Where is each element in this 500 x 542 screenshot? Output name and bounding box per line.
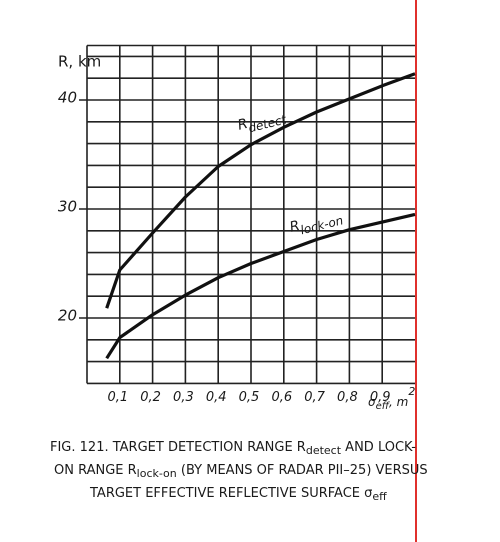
series-line bbox=[105, 72, 416, 309]
series-line bbox=[105, 212, 416, 360]
curve-label-sub: detect bbox=[247, 112, 289, 135]
caption-line: ON RANGE Rlock-on (BY MEANS OF RADAR PII… bbox=[54, 463, 428, 481]
caption-part: eff bbox=[372, 490, 387, 503]
x-axis-label-part: 2 bbox=[408, 385, 415, 398]
caption-line: FIG. 121. TARGET DETECTION RANGE Rdetect… bbox=[50, 440, 416, 458]
y-tick-label: 20 bbox=[58, 307, 77, 325]
caption-part: lock-on bbox=[137, 467, 177, 480]
x-tick-label: 0,7 bbox=[304, 390, 325, 405]
x-tick-label: 0,2 bbox=[140, 390, 161, 405]
caption-line: TARGET EFFECTIVE REFLECTIVE SURFACE σeff bbox=[89, 486, 387, 504]
x-axis-label-part: , m bbox=[389, 395, 408, 409]
caption-part: detect bbox=[306, 444, 342, 457]
x-tick-label: 0,8 bbox=[337, 390, 358, 405]
x-axis-label-part: σ bbox=[368, 395, 376, 409]
curve-label-main: R bbox=[236, 116, 249, 134]
x-tick-label: 0,6 bbox=[271, 390, 292, 405]
caption-part: AND LOCK- bbox=[341, 440, 416, 455]
curve-label-main: R bbox=[288, 218, 301, 236]
x-tick-label: 0,3 bbox=[173, 390, 194, 405]
x-tick-label: 0,5 bbox=[239, 390, 260, 405]
x-axis-label: σeff, m2 bbox=[368, 385, 415, 412]
curve-label: Rdetect bbox=[236, 106, 289, 137]
x-axis-label-part: eff bbox=[376, 401, 391, 412]
x-tick-label: 0,4 bbox=[206, 390, 227, 405]
caption-part: (BY MEANS OF RADAR PII–25) VERSUS bbox=[177, 463, 428, 478]
caption-part: ON RANGE R bbox=[54, 463, 137, 478]
caption-part: FIG. 121. TARGET DETECTION RANGE R bbox=[50, 440, 306, 455]
x-tick-label: 0,9 bbox=[370, 390, 391, 405]
caption-part: TARGET EFFECTIVE REFLECTIVE SURFACE σ bbox=[89, 486, 372, 501]
x-tick-label: 0,1 bbox=[107, 390, 128, 405]
y-tick-label: 30 bbox=[58, 198, 77, 216]
y-tick-label: 40 bbox=[58, 89, 77, 107]
y-axis-label: R, km bbox=[58, 53, 101, 71]
